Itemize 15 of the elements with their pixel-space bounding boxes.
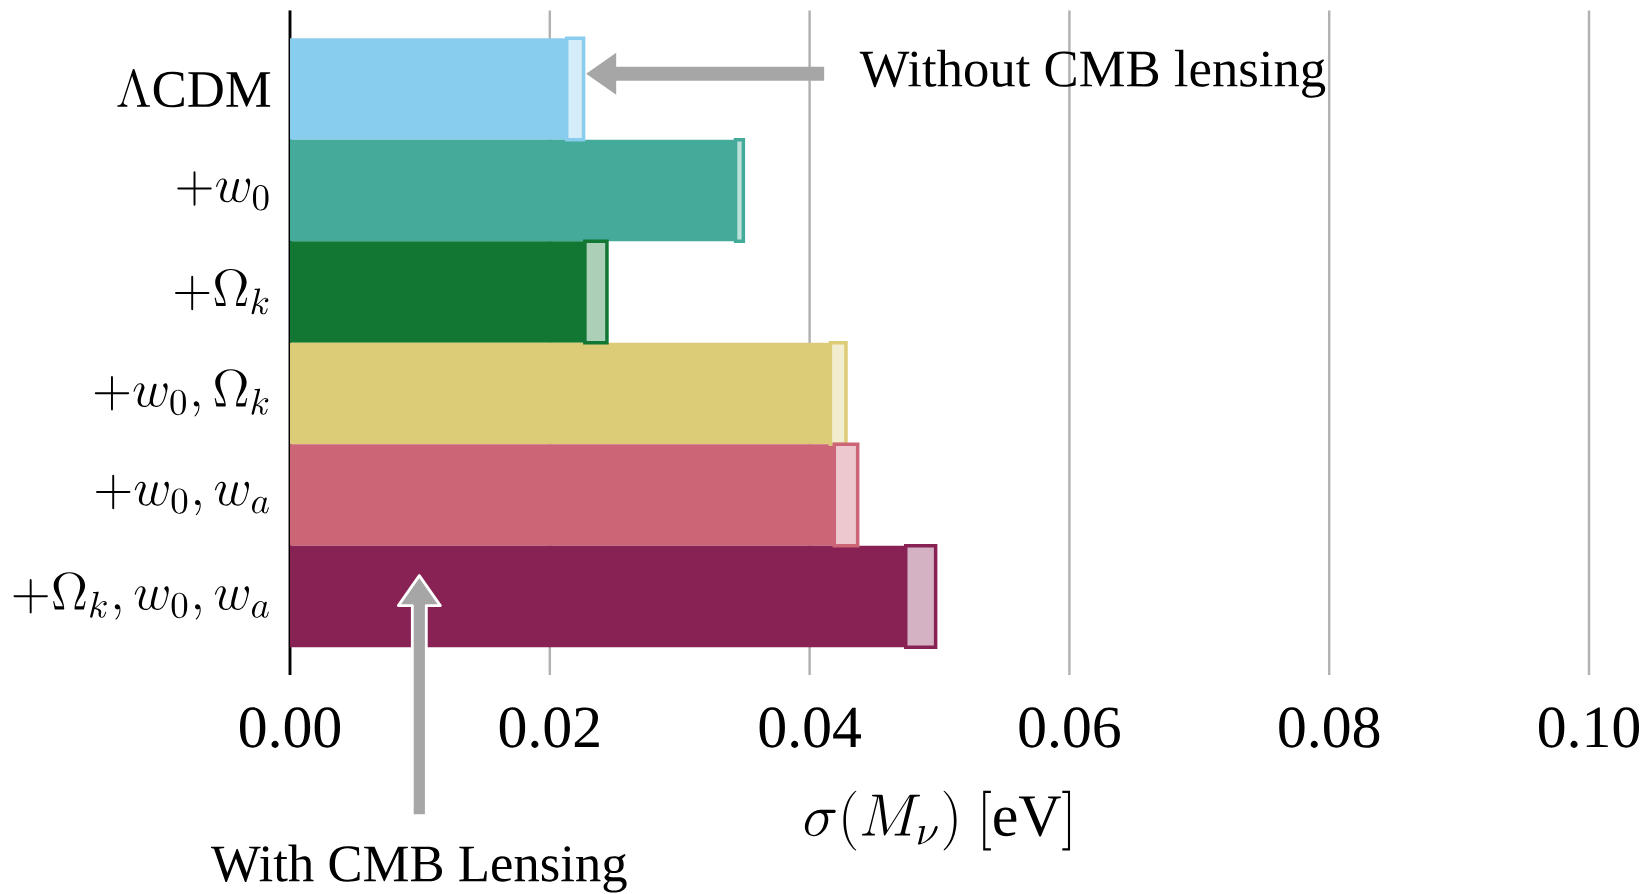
x-tick-label: 0.04 <box>759 707 861 748</box>
x-tick-label: 0.10 <box>1538 707 1640 748</box>
y-tick-label: $+w_0, \Omega_k$ <box>94 369 269 417</box>
y-tick-label: $+\Omega_k, w_0, w_a$ <box>13 572 269 620</box>
y-tick-label: $+\Omega_k$ <box>175 268 269 315</box>
annotation: Without CMB lensing <box>859 49 1326 98</box>
text: With CMB Lensing <box>211 844 627 893</box>
y-tick-label: $\Lambda\mathrm{CDM}$ <box>117 69 271 108</box>
y-tick-label: $+w_0$ <box>177 171 269 211</box>
y-tick-label: $+w_0, w_a$ <box>96 474 269 516</box>
x-axis-title: $\sigma(M_\nu)\ [\mathrm{eV}]$ <box>804 790 1071 851</box>
x-tick-label: 0.02 <box>499 707 599 748</box>
x-tick-label: 0.00 <box>239 707 341 748</box>
x-tick-label: 0.06 <box>1019 707 1120 748</box>
x-tick-label: 0.08 <box>1279 707 1380 748</box>
